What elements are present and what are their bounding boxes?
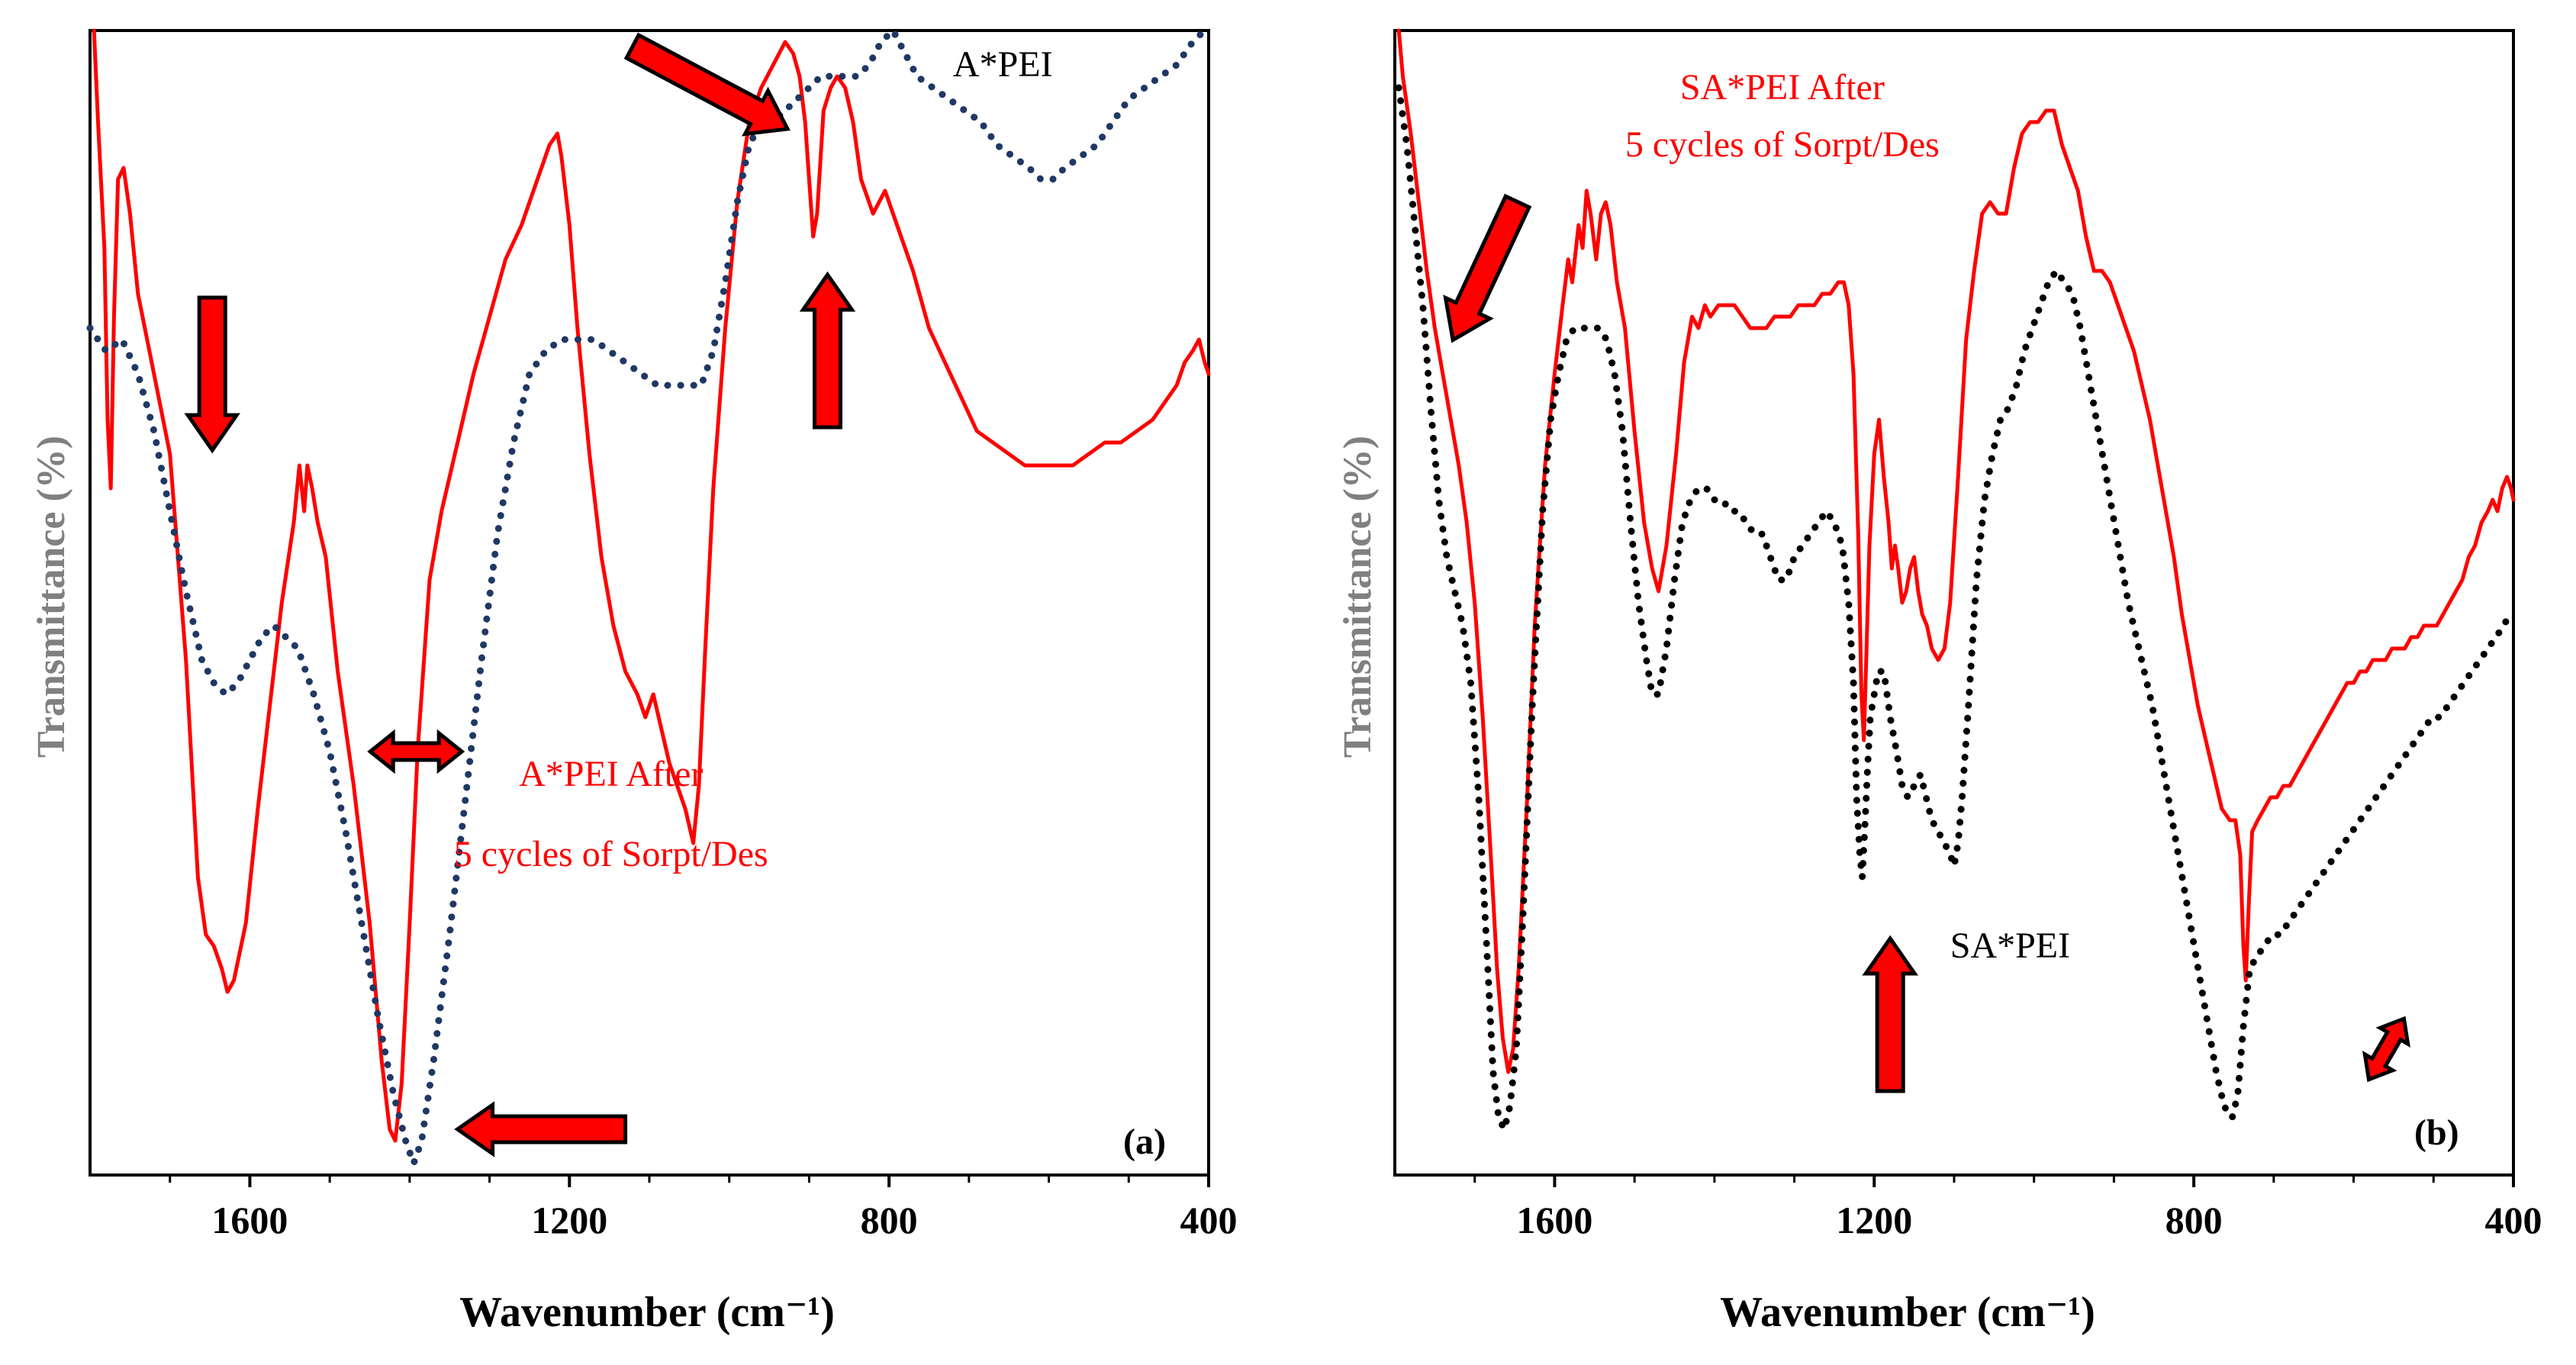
- series-line-dotted: [1395, 84, 2517, 1133]
- panel-label: (a): [1123, 1122, 1166, 1162]
- series-group: [1395, 28, 2517, 1133]
- x-axis-label: Wavenumber (cm⁻¹): [459, 1289, 835, 1336]
- arrow-up-down: [2362, 1016, 2410, 1083]
- x-tick-labels: 1600 1200 800 400: [169, 1175, 1238, 1241]
- panel-b: 1600 1200 800 400 SA*PEI After 5 cycles of S…: [1336, 28, 2542, 1336]
- series-line-solid: [1396, 28, 2516, 1074]
- x-tick-label: 800: [861, 1199, 918, 1241]
- arrow-left-right: [367, 729, 465, 774]
- annotation-text: A*PEI After: [519, 754, 703, 794]
- arrow-down: [184, 295, 240, 454]
- annotation-text: 5 cycles of Sorpt/Des: [454, 834, 768, 874]
- arrow-down-right: [623, 32, 791, 137]
- annotations: A*PEI A*PEI After 5 cycles of Sorpt/Des: [454, 44, 1053, 874]
- arrow-up: [1862, 935, 1918, 1093]
- y-axis-label: Transmittance (%): [30, 436, 73, 758]
- x-tick-label: 1600: [1516, 1199, 1592, 1241]
- arrow-up: [799, 271, 856, 430]
- annotation-text: SA*PEI: [1950, 926, 2070, 966]
- plot-area-frame: [89, 29, 1210, 1177]
- x-tick-labels: 1600 1200 800 400: [1473, 1175, 2542, 1241]
- annotations: SA*PEI After 5 cycles of Sorpt/Des SA*PEI: [1625, 67, 2070, 966]
- arrow-down-left: [1443, 193, 1532, 343]
- x-tick-label: 400: [1180, 1199, 1238, 1241]
- x-tick-label: 1600: [211, 1199, 288, 1241]
- series-group: [86, 27, 1212, 1167]
- panel-label: (b): [2414, 1112, 2459, 1153]
- plot-area-frame: [1393, 29, 2515, 1177]
- series-line-dotted: [86, 27, 1212, 1167]
- x-tick-label: 1200: [1836, 1199, 1912, 1241]
- x-tick-label: 800: [2165, 1199, 2223, 1241]
- x-axis-label: Wavenumber (cm⁻¹): [1720, 1289, 2095, 1336]
- arrow-markers: [184, 32, 856, 1157]
- y-axis-label: Transmittance (%): [1336, 436, 1380, 758]
- annotation-text: A*PEI: [953, 44, 1053, 85]
- annotation-text: 5 cycles of Sorpt/Des: [1625, 124, 1940, 165]
- panel-a: 1600 1200 800 400 A*PEI A*PEI After 5 cycles …: [30, 27, 1238, 1336]
- annotation-text: SA*PEI After: [1680, 67, 1885, 108]
- series-line-solid: [92, 28, 1211, 1143]
- x-tick-label: 400: [2485, 1199, 2542, 1241]
- arrow-left: [454, 1101, 628, 1157]
- x-tick-label: 1200: [531, 1199, 607, 1241]
- arrow-markers: [1443, 193, 2410, 1093]
